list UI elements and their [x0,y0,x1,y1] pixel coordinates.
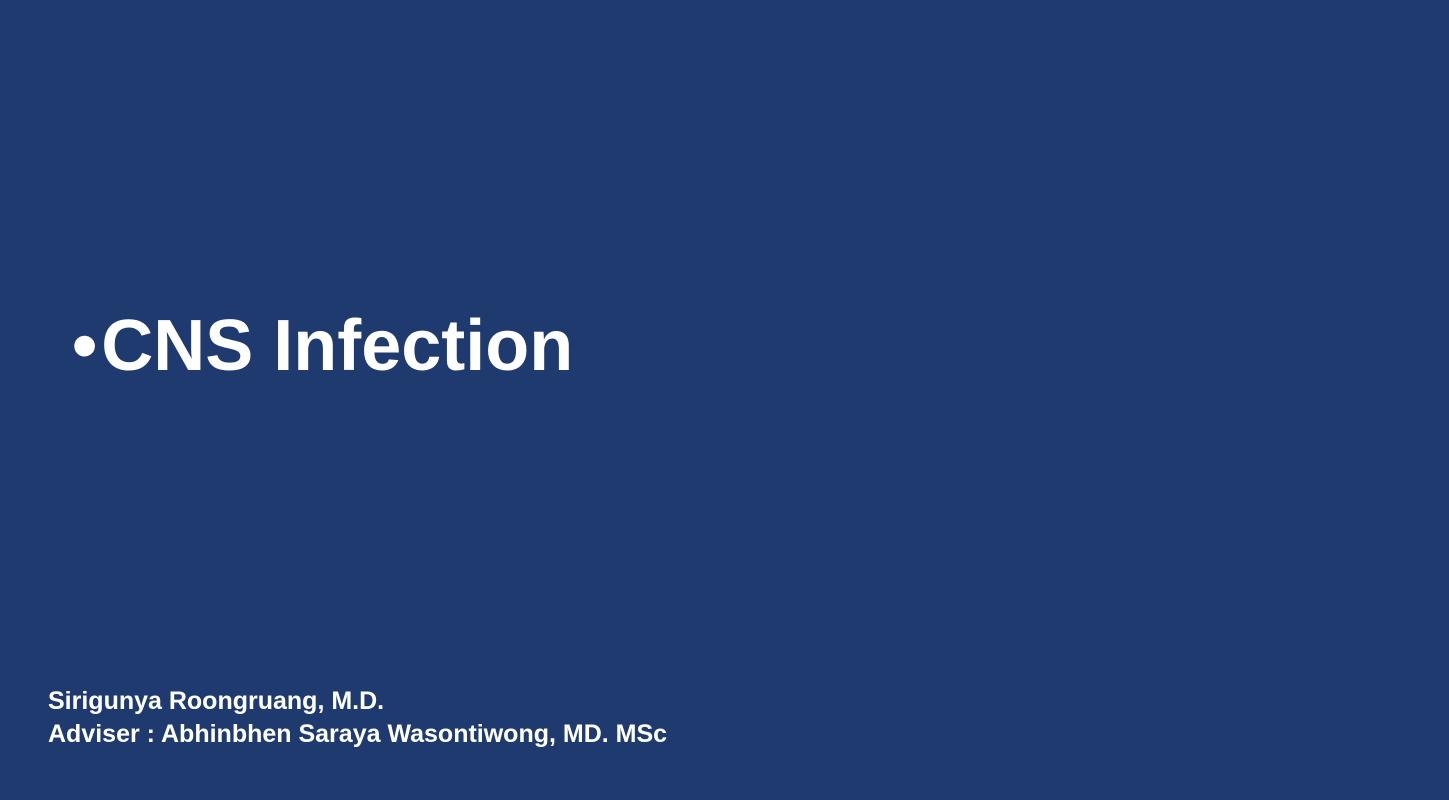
slide-title: CNS Infection [101,310,573,382]
adviser-name: Adviser : Abhinbhen Saraya Wasontiwong, … [48,718,667,752]
slide-container: • CNS Infection Sirigunya Roongruang, M.… [0,0,1449,800]
author-block: Sirigunya Roongruang, M.D. Adviser : Abh… [48,685,667,753]
author-name: Sirigunya Roongruang, M.D. [48,685,667,719]
title-wrapper: • CNS Infection [72,310,573,382]
title-bullet: • [72,310,97,382]
